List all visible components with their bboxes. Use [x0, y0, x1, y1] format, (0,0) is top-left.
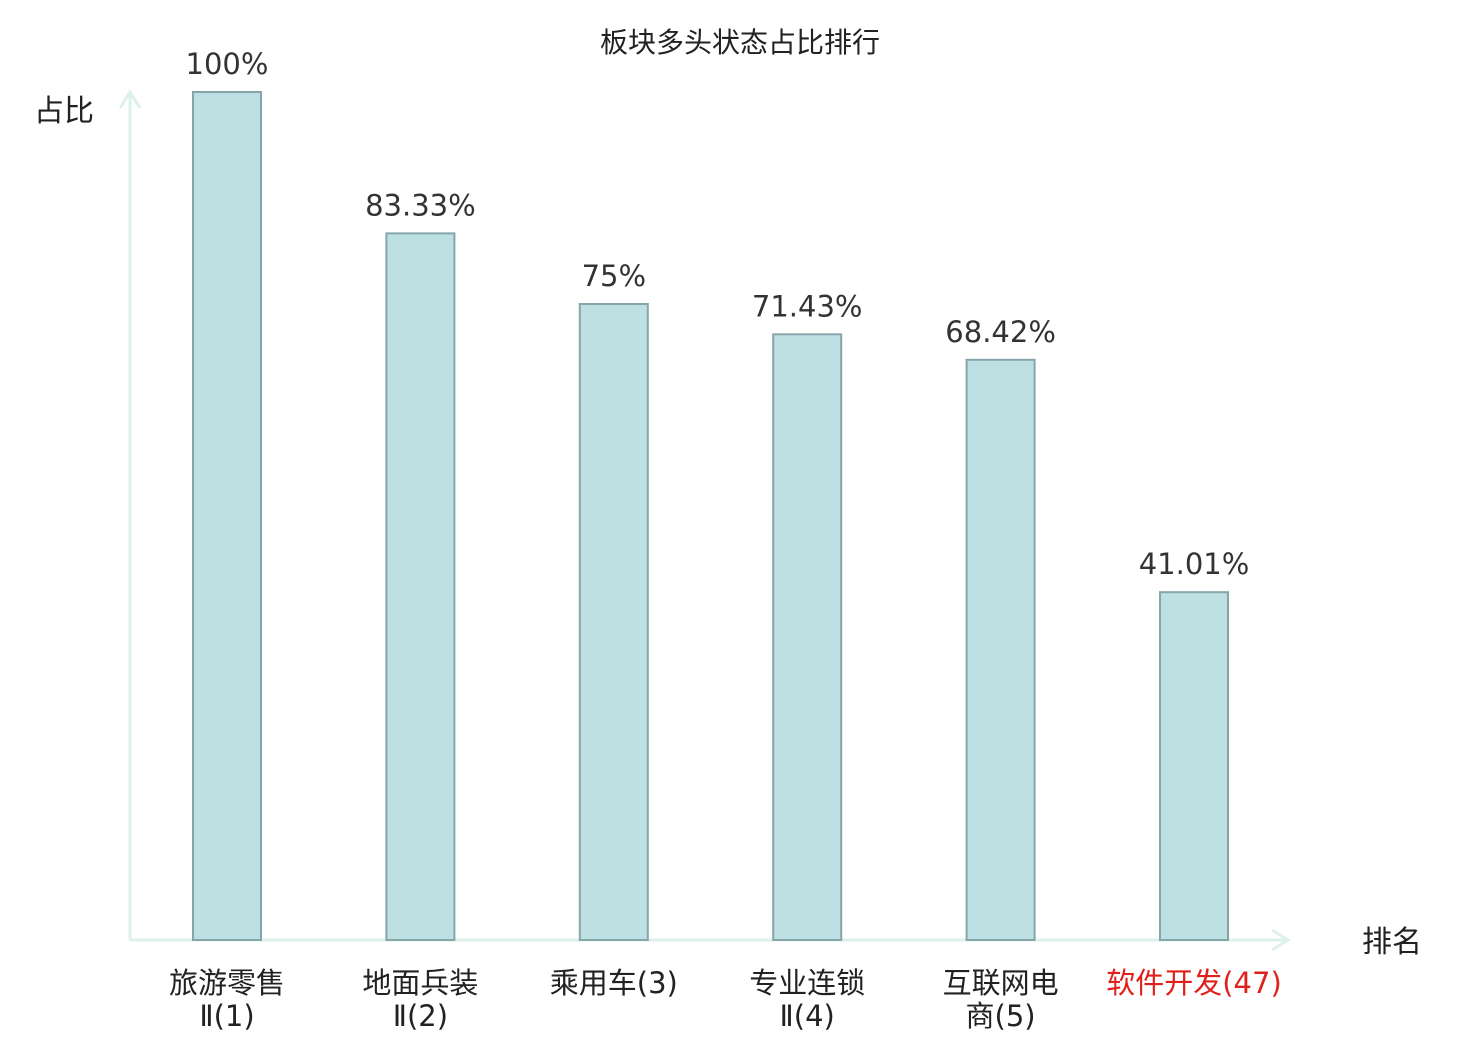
- x-tick-label-line: 旅游零售: [169, 966, 285, 1000]
- category-labels-group: 旅游零售 Ⅱ(1) 地面兵装 Ⅱ(2) 乘用车(3) 专业连锁 Ⅱ(4) 互联网电商(5) 软件…: [169, 966, 1282, 1033]
- x-axis-label: 排名: [1362, 925, 1422, 960]
- x-tick-label-line: Ⅱ(1): [199, 999, 254, 1033]
- bars-group: [192, 91, 1229, 941]
- x-tick-label-line: 互联网电: [943, 966, 1059, 1000]
- x-tick-label: 乘用车(3): [550, 966, 678, 1000]
- y-axis-label: 占比: [34, 94, 94, 129]
- x-tick-label-line: 软件开发(47): [1106, 966, 1282, 1000]
- bar: [1159, 591, 1229, 941]
- data-label: 41.01%: [1139, 547, 1250, 581]
- x-tick-label: 地面兵装 Ⅱ(2): [362, 966, 478, 1033]
- bar: [385, 232, 456, 941]
- x-axis: [130, 928, 1291, 952]
- chart-title: 板块多头状态占比排行: [600, 26, 880, 59]
- bar: [965, 358, 1036, 941]
- bar: [578, 303, 649, 941]
- bar: [772, 333, 843, 941]
- x-axis-arrow-icon: [1271, 928, 1291, 952]
- x-tick-label-line: 商(5): [966, 999, 1036, 1033]
- x-tick-label: 互联网电商(5): [943, 966, 1059, 1033]
- y-axis: [118, 89, 142, 940]
- data-label: 71.43%: [752, 289, 863, 323]
- x-tick-label: 软件开发(47): [1106, 966, 1282, 1000]
- data-label: 100%: [186, 47, 269, 81]
- y-axis-arrow-icon: [118, 89, 142, 109]
- x-tick-label-line: Ⅱ(2): [393, 999, 448, 1033]
- x-tick-label-line: 地面兵装: [362, 966, 478, 1000]
- x-tick-label-line: Ⅱ(4): [780, 999, 835, 1033]
- data-label: 83.33%: [365, 188, 476, 222]
- data-label: 68.42%: [945, 315, 1056, 349]
- x-tick-label: 旅游零售 Ⅱ(1): [169, 966, 285, 1033]
- x-tick-label-line: 乘用车(3): [550, 966, 678, 1000]
- x-tick-label: 专业连锁 Ⅱ(4): [749, 966, 865, 1033]
- value-labels-group: 100% 83.33% 75% 71.43% 68.42% 41.01%: [186, 47, 1250, 581]
- x-tick-label-line: 专业连锁: [749, 966, 865, 1000]
- data-label: 75%: [582, 259, 646, 293]
- bar: [192, 91, 262, 941]
